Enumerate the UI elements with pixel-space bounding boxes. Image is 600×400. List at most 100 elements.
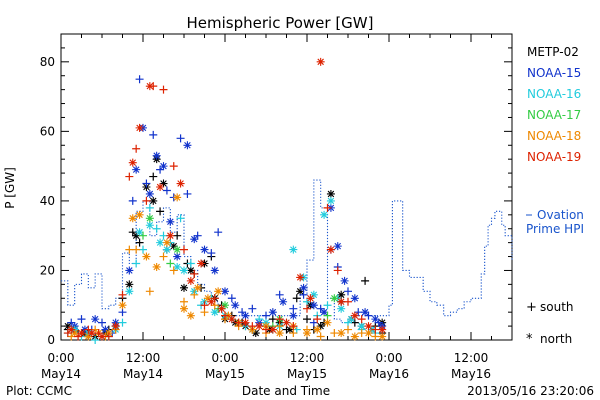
- point-noaa-19-south: [234, 318, 243, 327]
- point-noaa-15-north: [210, 266, 219, 275]
- point-noaa-19-south: [248, 322, 257, 331]
- point-noaa-15-north: [190, 235, 199, 244]
- point-noaa-15-north: [350, 294, 359, 303]
- point-noaa-18-south: [316, 332, 325, 341]
- x-tick-label-date: May14: [123, 367, 163, 381]
- y-tick-label: 0: [47, 333, 55, 347]
- point-metp-02-north: [186, 266, 195, 275]
- point-noaa-18-north: [128, 214, 137, 223]
- point-noaa-19-north: [296, 273, 305, 282]
- point-noaa-18-south: [145, 287, 154, 296]
- point-noaa-16-south: [152, 224, 161, 233]
- footer-timestamp: 2013/05/16 23:20:06: [467, 384, 594, 398]
- ovation-series: [61, 179, 513, 324]
- point-noaa-15-south: [238, 308, 247, 317]
- point-metp-02-south: [173, 231, 182, 240]
- point-metp-02-south: [128, 228, 137, 237]
- point-noaa-19-south: [303, 304, 311, 313]
- point-noaa-19-south: [118, 290, 127, 299]
- point-noaa-16-north: [180, 266, 188, 275]
- point-noaa-15-north: [145, 189, 154, 198]
- legend-entry-noaa-19: NOAA-19: [527, 150, 581, 164]
- point-noaa-15-north: [268, 308, 277, 317]
- point-noaa-18-north: [173, 193, 182, 202]
- point-noaa-19-south: [84, 325, 93, 334]
- x-tick-label-time: 0:00: [212, 351, 239, 365]
- point-noaa-18-south: [371, 332, 380, 341]
- point-noaa-15-south: [299, 290, 308, 299]
- point-noaa-15-north: [320, 308, 329, 317]
- point-noaa-19-north: [268, 325, 277, 334]
- point-noaa-16-south: [303, 297, 311, 306]
- point-noaa-19-north: [364, 322, 373, 331]
- point-noaa-16-south: [91, 336, 100, 344]
- point-noaa-18-north: [118, 301, 127, 310]
- point-noaa-15-south: [162, 186, 171, 195]
- legend-entry-metp-02: METP-02: [527, 45, 579, 59]
- point-metp-02-north: [251, 329, 260, 338]
- point-noaa-18-north: [162, 238, 171, 247]
- point-noaa-18-north: [186, 311, 195, 320]
- point-metp-02-north: [326, 189, 335, 198]
- point-noaa-15-south: [344, 287, 352, 296]
- point-noaa-19-south: [275, 315, 284, 324]
- point-noaa-19-south: [63, 329, 72, 338]
- point-noaa-16-south: [323, 301, 332, 310]
- point-noaa-19-south: [371, 325, 380, 334]
- point-metp-02-south: [361, 276, 370, 285]
- point-noaa-16-north: [210, 308, 219, 317]
- point-noaa-18-south: [132, 245, 141, 254]
- point-noaa-15-south: [118, 308, 127, 317]
- point-metp-02-south: [135, 238, 144, 247]
- point-noaa-15-north: [125, 266, 134, 275]
- point-metp-02-north: [125, 280, 134, 289]
- point-noaa-19-north: [378, 325, 387, 334]
- point-noaa-19-south: [357, 315, 366, 324]
- point-metp-02-north: [169, 242, 178, 251]
- point-noaa-15-south: [354, 308, 363, 317]
- point-noaa-18-north: [180, 304, 188, 313]
- point-metp-02-south: [268, 315, 277, 324]
- point-noaa-18-north: [214, 287, 223, 296]
- point-noaa-15-south: [142, 179, 151, 188]
- point-noaa-16-north: [320, 210, 329, 219]
- point-noaa-18-north: [203, 294, 212, 303]
- point-noaa-19-south: [94, 329, 103, 338]
- data-points: [63, 57, 387, 344]
- point-noaa-19-north: [176, 179, 185, 188]
- point-noaa-16-south: [176, 214, 185, 223]
- point-noaa-19-north: [128, 158, 137, 167]
- point-noaa-16-north: [357, 322, 366, 331]
- x-tick-label-time: 0:00: [376, 351, 403, 365]
- point-noaa-19-south: [104, 332, 113, 341]
- legend-marker-symbol: +: [526, 300, 537, 315]
- point-noaa-15-south: [289, 304, 298, 313]
- point-noaa-17-south: [139, 231, 147, 240]
- point-noaa-18-south: [344, 325, 352, 334]
- point-noaa-16-north: [326, 196, 335, 205]
- point-noaa-15-south: [214, 228, 223, 237]
- legend-marker-north: north: [540, 332, 572, 346]
- point-noaa-16-south: [292, 325, 301, 334]
- point-noaa-19-south: [333, 266, 342, 275]
- point-metp-02-south: [350, 318, 359, 327]
- point-noaa-18-south: [125, 245, 134, 254]
- point-noaa-18-north: [84, 332, 93, 341]
- point-noaa-18-north: [350, 332, 359, 341]
- point-noaa-18-north: [152, 262, 161, 271]
- x-tick-label-time: 12:00: [126, 351, 161, 365]
- point-noaa-19-north: [145, 82, 154, 91]
- y-tick-label: 60: [40, 124, 55, 138]
- x-tick-label-date: May15: [205, 367, 245, 381]
- point-noaa-19-north: [111, 322, 120, 331]
- legend-marker-symbol: *: [526, 332, 533, 347]
- point-noaa-19-north: [186, 276, 195, 285]
- point-noaa-16-north: [337, 304, 346, 313]
- point-metp-02-south: [149, 172, 158, 181]
- y-tick-label: 80: [40, 55, 55, 69]
- point-noaa-16-north: [347, 315, 356, 324]
- point-noaa-18-north: [337, 329, 346, 338]
- point-noaa-15-south: [309, 318, 318, 327]
- point-noaa-18-south: [210, 301, 219, 310]
- point-noaa-15-south: [176, 134, 185, 143]
